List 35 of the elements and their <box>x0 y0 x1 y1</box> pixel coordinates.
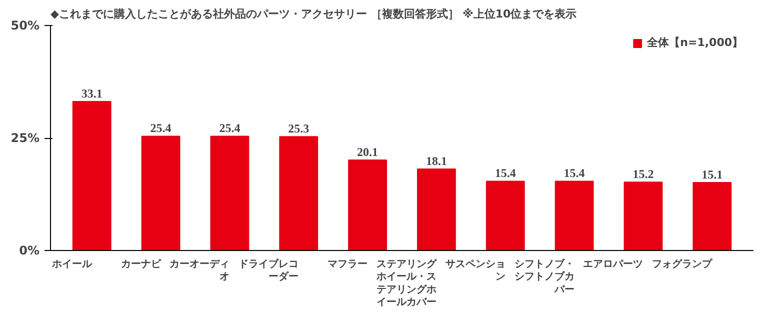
bar <box>692 182 732 250</box>
bar <box>624 182 663 250</box>
x-tick-label: カーオーディオ <box>170 259 230 283</box>
x-tick-label: サスペンション <box>445 259 506 283</box>
data-label: 18.1 <box>426 154 447 168</box>
data-label: 15.4 <box>564 166 585 180</box>
data-label: 25.4 <box>150 121 172 136</box>
data-label: 15.4 <box>494 166 516 180</box>
data-label: 25.3 <box>288 122 310 136</box>
y-tick-label: 50% <box>10 18 40 32</box>
bar <box>141 136 180 250</box>
data-label: 15.1 <box>702 168 723 182</box>
x-tick-label: フォグランプ <box>652 258 714 270</box>
chart-title: ◆これまでに購入したことがある社外品のパーツ・アクセサリー ［複数回答形式］ ※上位10位までを表示 <box>50 8 577 20</box>
x-tick-label: ステアリングホイール・ステアリングホイールカバー <box>375 258 438 308</box>
bar <box>554 180 594 250</box>
legend-label: 全体【n=1,000】 <box>647 35 743 50</box>
x-tick-label: マフラー <box>328 259 368 270</box>
x-tick-label: ドライブレコーダー <box>238 258 299 283</box>
x-tick-label: シフトノブ・シフトノブカバー <box>514 258 574 296</box>
bar <box>348 160 387 250</box>
bar <box>210 136 250 250</box>
y-tick-label: 0% <box>19 244 40 258</box>
y-tick-label: 25% <box>10 131 40 145</box>
data-label: 20.1 <box>357 145 378 160</box>
x-tick-label: カーナビ <box>120 258 162 270</box>
x-tick-label: ホイール <box>50 259 93 270</box>
x-tick-label: エアロパーツ <box>583 259 644 270</box>
bar <box>486 180 525 250</box>
bar <box>417 168 456 250</box>
bar <box>72 101 112 250</box>
data-label: 15.2 <box>632 167 654 182</box>
data-label: 25.4 <box>219 121 240 136</box>
bar <box>279 136 318 250</box>
data-label: 33.1 <box>81 86 102 101</box>
